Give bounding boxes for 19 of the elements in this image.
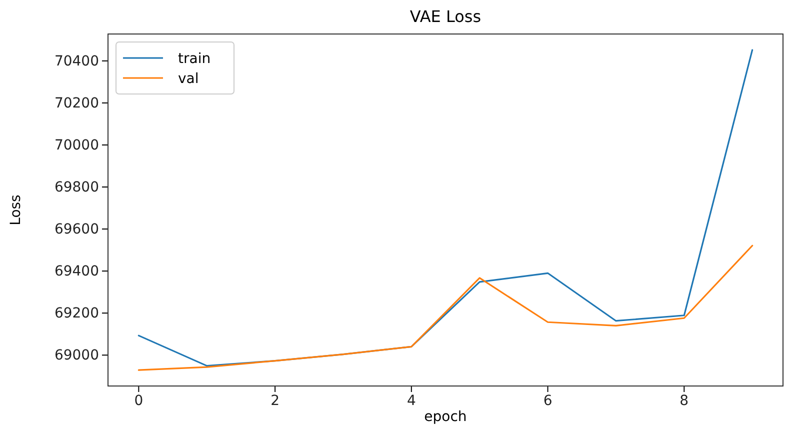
x-tick-label: 0	[134, 392, 144, 409]
y-axis-title: Loss	[8, 194, 24, 226]
y-tick-label: 69400	[54, 264, 99, 280]
x-axis-title: epoch	[424, 409, 467, 425]
y-tick-label: 70200	[54, 95, 99, 112]
x-tick-label: 2	[270, 392, 280, 409]
y-tick-label: 69800	[54, 179, 99, 196]
y-tick-label: 69000	[54, 348, 99, 364]
y-tick-label: 70000	[54, 137, 99, 154]
y-tick-label: 69600	[54, 222, 99, 238]
legend-label: val	[178, 71, 199, 87]
x-tick-label: 6	[543, 392, 552, 409]
x-tick-label: 8	[680, 392, 689, 409]
y-tick-label: 69200	[54, 306, 99, 322]
y-tick-label: 70400	[54, 53, 99, 70]
legend-label: train	[178, 51, 211, 67]
x-tick-label: 4	[406, 392, 416, 409]
line-series	[138, 244, 754, 371]
chart-title: VAE Loss	[410, 7, 482, 26]
